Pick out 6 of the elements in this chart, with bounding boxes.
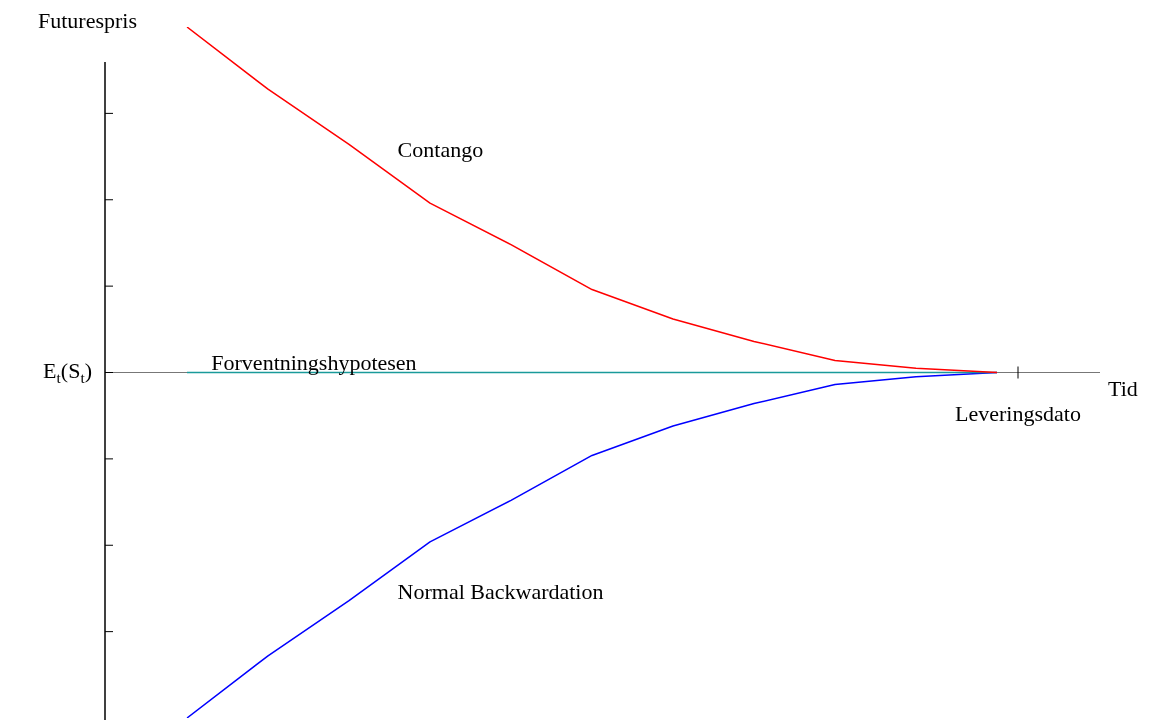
series-label: Forventningshypotesen <box>211 350 417 376</box>
x-axis-title: Tid <box>1108 375 1138 401</box>
series-label: Normal Backwardation <box>397 579 604 605</box>
y-axis-title: Futurespris <box>38 7 137 33</box>
series-label: Contango <box>397 137 484 163</box>
annotation: Leveringsdato <box>955 401 1081 427</box>
